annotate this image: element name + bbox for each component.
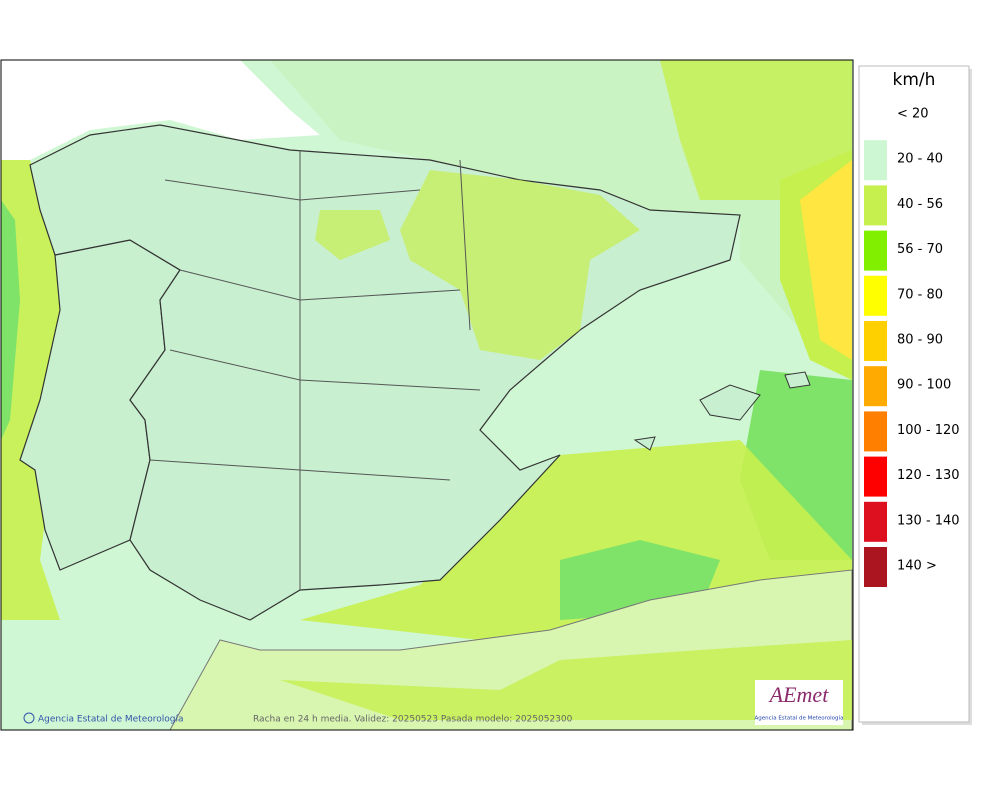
map-frame xyxy=(0,59,854,731)
credit: Agencia Estatal de Meteorología xyxy=(38,715,184,725)
legend-label: 20 - 40 xyxy=(897,152,943,167)
legend-swatch xyxy=(864,411,887,452)
zone-green xyxy=(1,200,20,440)
islands xyxy=(633,371,811,451)
legend-label: 140 > xyxy=(897,559,937,574)
legend-swatch xyxy=(864,456,887,497)
legend-label: 70 - 80 xyxy=(897,287,943,302)
legend-swatch xyxy=(864,547,887,587)
legend-title: km/h xyxy=(893,70,936,90)
legend-label: 90 - 100 xyxy=(897,378,951,393)
legend-swatch xyxy=(864,185,887,226)
logo-box xyxy=(755,680,843,725)
legend-swatch xyxy=(864,321,887,361)
legend-label: 56 - 70 xyxy=(897,242,943,257)
legend-swatch xyxy=(864,366,887,407)
logo: AEmet xyxy=(768,682,830,707)
copyright-icon xyxy=(23,712,35,724)
legend-label: 80 - 90 xyxy=(897,333,943,348)
legend-label: 130 - 140 xyxy=(897,513,960,528)
legend-label: 120 - 130 xyxy=(897,468,960,483)
legend-swatch xyxy=(864,501,887,542)
legend: km/h < 20 20 - 40 40 - 56 56 - 70 70 - 80 80 … xyxy=(858,65,972,725)
legend-swatch xyxy=(864,230,887,271)
zone-yellow xyxy=(800,160,852,360)
sea-blank xyxy=(1,60,320,160)
map: Agencia Estatal de Meteorología Racha en… xyxy=(0,59,854,731)
legend-swatch xyxy=(864,275,887,316)
logo-subtitle: Agencia Estatal de Meteorología xyxy=(755,715,844,722)
legend-swatch xyxy=(864,140,887,181)
legend-label: 40 - 56 xyxy=(897,197,943,212)
borders xyxy=(149,150,481,590)
zone-yellowgreen xyxy=(315,210,390,260)
legend-label: < 20 xyxy=(897,107,929,122)
zone-yellowgreen xyxy=(280,640,852,720)
caption: Racha en 24 h media. Validez: 20250523 P… xyxy=(253,715,573,725)
zone-yellowgreen xyxy=(400,170,640,360)
legend-label: 100 - 120 xyxy=(897,423,960,438)
